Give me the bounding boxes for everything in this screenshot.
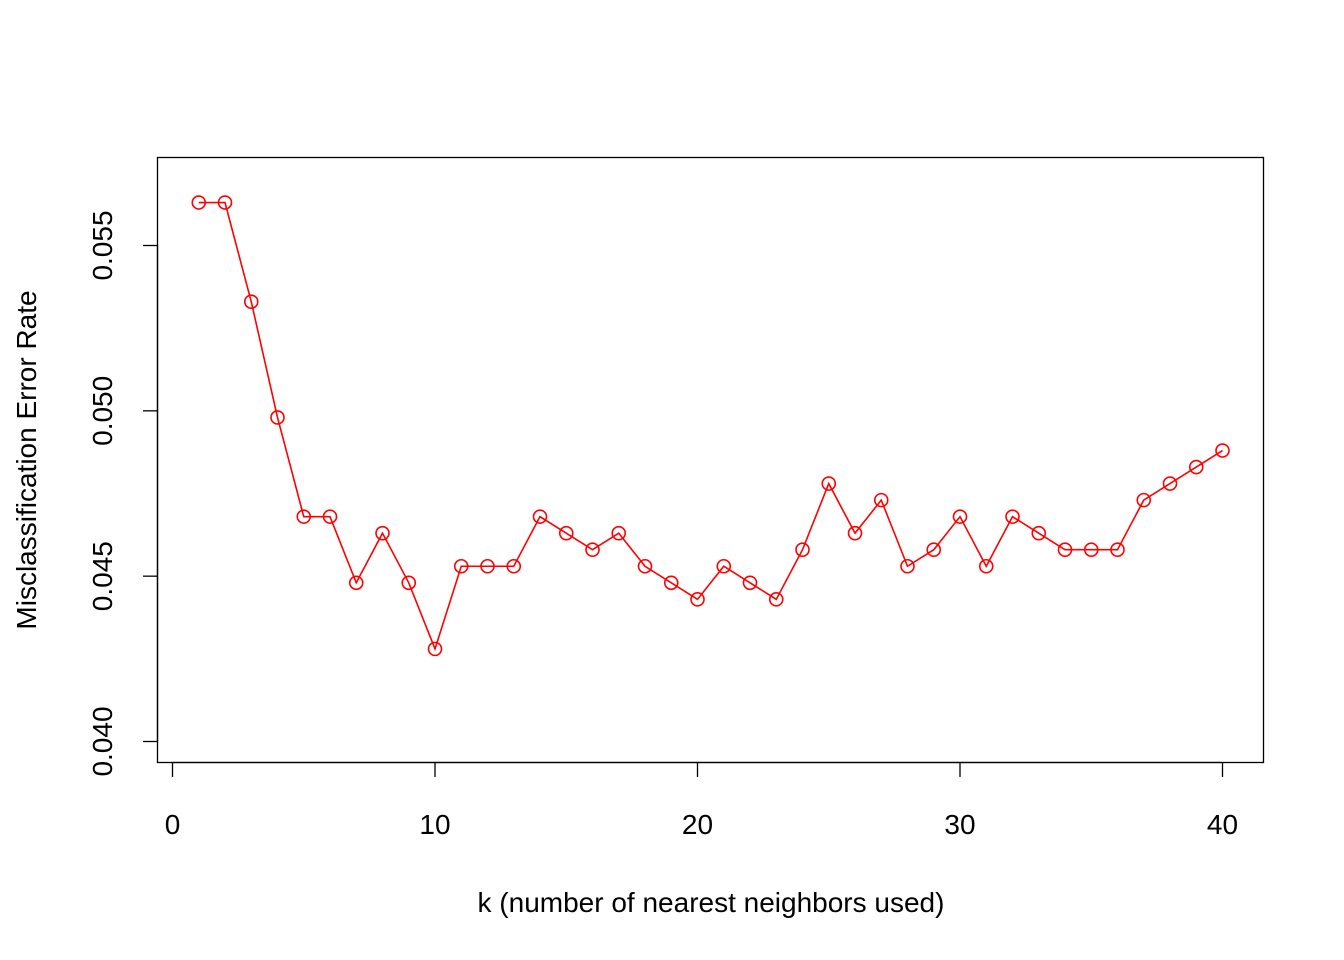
- x-axis-title: k (number of nearest neighbors used): [478, 887, 945, 918]
- data-point-k-10: [427, 641, 443, 657]
- data-point-k-4: [270, 410, 285, 425]
- data-point-k-2: [217, 195, 233, 210]
- data-point-k-29: [926, 542, 942, 558]
- x-tick-label: 20: [682, 809, 713, 840]
- x-tick-label: 40: [1207, 809, 1238, 840]
- data-point-k-37: [1136, 492, 1152, 508]
- data-point-k-14: [532, 509, 548, 524]
- x-tick-label: 0: [165, 809, 181, 840]
- data-point-k-12: [480, 558, 495, 574]
- data-point-k-21: [716, 558, 732, 574]
- data-point-k-9: [401, 575, 417, 591]
- data-point-k-18: [637, 558, 653, 574]
- data-point-k-23: [768, 592, 784, 607]
- y-axis: 0.040 0.045 0.050 0.055: [87, 210, 159, 777]
- data-point-k-5: [296, 509, 312, 524]
- data-point-k-7: [348, 575, 364, 591]
- data-point-k-38: [1162, 476, 1178, 491]
- y-tick-label: 0.040: [87, 706, 118, 776]
- data-point-k-3: [243, 294, 259, 310]
- data-point-k-32: [1005, 509, 1020, 524]
- data-point-k-6: [322, 509, 338, 524]
- data-point-k-13: [506, 558, 522, 574]
- y-tick-label: 0.045: [87, 541, 118, 611]
- data-point-k-15: [558, 525, 574, 541]
- x-tick-label: 10: [419, 809, 450, 840]
- data-point-k-16: [585, 542, 600, 558]
- data-point-k-24: [795, 542, 810, 558]
- data-point-k-8: [375, 525, 390, 541]
- plot-border: [156, 156, 1265, 764]
- data-point-k-27: [873, 492, 889, 508]
- data-point-k-11: [453, 558, 469, 574]
- data-point-k-22: [742, 575, 758, 591]
- data-point-k-19: [663, 575, 679, 591]
- series-line-0: [198, 201, 1223, 652]
- x-tick-label: 30: [944, 809, 975, 840]
- data-point-k-34: [1057, 542, 1073, 558]
- data-point-k-25: [821, 476, 837, 491]
- data-point-k-20: [690, 592, 705, 607]
- y-tick-label: 0.050: [87, 376, 118, 446]
- data-point-k-28: [900, 558, 915, 574]
- y-tick-label: 0.055: [87, 210, 118, 280]
- x-axis: 0 10 20 30 40: [165, 761, 1238, 840]
- data-point-k-17: [611, 525, 627, 541]
- data-point-k-26: [847, 525, 863, 541]
- data-point-k-36: [1110, 542, 1125, 558]
- data-point-k-31: [978, 558, 994, 574]
- data-point-k-39: [1188, 459, 1204, 475]
- data-point-k-35: [1083, 542, 1099, 558]
- data-point-k-30: [952, 509, 968, 524]
- y-axis-title: Misclassification Error Rate: [11, 290, 42, 629]
- data-point-k-1: [191, 195, 207, 210]
- data-point-k-33: [1031, 525, 1047, 541]
- series-layer: [191, 195, 1230, 657]
- data-point-k-40: [1215, 443, 1230, 458]
